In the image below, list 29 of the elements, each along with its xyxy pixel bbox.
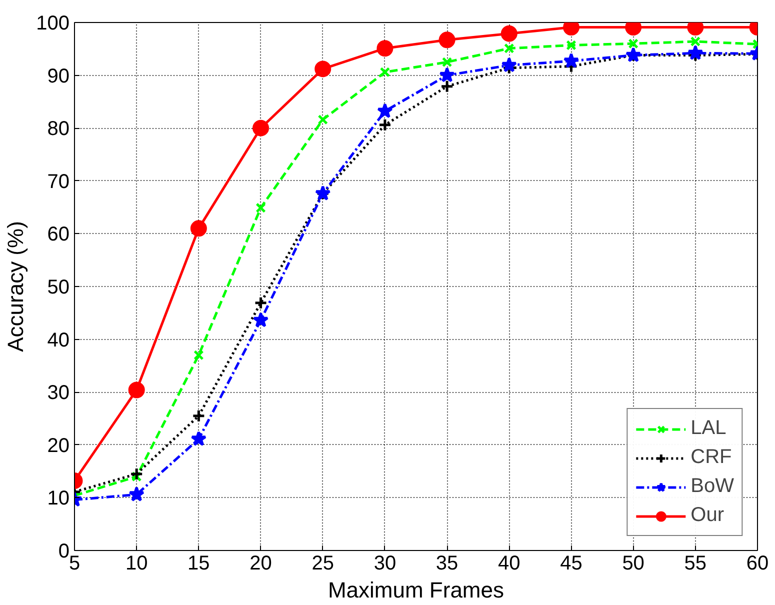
x-tick-label: 45 [560, 552, 582, 574]
legend-label: BoW [690, 475, 734, 498]
x-tick-label: 25 [312, 552, 334, 574]
legend-label: CRF [690, 446, 732, 469]
x-tick-label: 15 [188, 552, 210, 574]
x-tick-label: 40 [498, 552, 520, 574]
legend-label: LAL [690, 417, 726, 440]
y-tick-label: 0 [58, 540, 70, 562]
y-tick-label: 80 [47, 118, 70, 140]
y-tick-label: 70 [47, 170, 70, 193]
x-tick-label: 35 [436, 552, 458, 574]
y-tick-label: 90 [47, 65, 70, 88]
x-tick-label: 30 [374, 552, 396, 574]
y-tick-label: 30 [47, 382, 70, 404]
y-axis-title: Accuracy (%) [3, 221, 28, 352]
x-tick-label: 50 [622, 552, 644, 574]
y-tick-label: 60 [47, 224, 70, 246]
x-tick-label: 55 [684, 552, 707, 574]
y-tick-label: 100 [36, 12, 70, 34]
x-tick-label: 20 [250, 552, 272, 574]
x-tick-label: 10 [125, 552, 148, 574]
x-tick-label: 60 [746, 552, 769, 574]
legend-label: Our [690, 504, 724, 527]
y-tick-label: 20 [47, 434, 70, 457]
x-axis-title: Maximum Frames [328, 578, 504, 602]
y-tick-label: 10 [47, 488, 70, 510]
y-tick-label: 50 [47, 276, 70, 298]
y-tick-label: 40 [47, 329, 70, 352]
x-tick-label: 5 [68, 552, 80, 574]
